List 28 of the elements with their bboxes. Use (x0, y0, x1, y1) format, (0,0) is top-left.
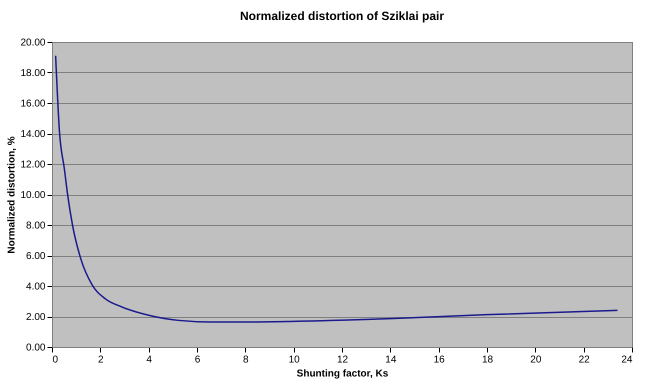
x-tick-label: 14 (385, 354, 397, 366)
y-tick-label: 14.00 (20, 129, 46, 140)
y-tick-label: 8.00 (26, 220, 46, 232)
x-tick-label: 24 (621, 354, 633, 366)
y-tick-label: 4.00 (26, 282, 46, 292)
x-tick-label: 0 (52, 354, 58, 366)
x-tick-label: 10 (288, 354, 300, 366)
y-axis-title: Normalized distortion, % (6, 136, 18, 254)
x-tick-label: 18 (482, 354, 494, 366)
y-tick-label: 18.00 (20, 68, 46, 79)
x-axis-title: Shunting factor, Ks (296, 368, 389, 380)
y-tick-label: 16.00 (20, 98, 46, 110)
y-tick-label: 10.00 (20, 190, 46, 201)
y-tick-label: 6.00 (26, 251, 46, 262)
x-tick-label: 22 (578, 354, 590, 366)
y-tick-label: 0.00 (26, 342, 46, 354)
x-tick-label: 2 (98, 354, 104, 366)
x-tick-label: 6 (194, 354, 201, 366)
y-tick-label: 2.00 (26, 312, 46, 323)
line-series (54, 54, 618, 323)
y-tick-label: 20.00 (20, 38, 46, 48)
chart-title: Normalized distortion of Sziklai pair (240, 9, 444, 23)
x-tick-label: 16 (434, 354, 446, 366)
x-tick-label: 4 (146, 354, 152, 366)
y-tick-label: 12.00 (20, 160, 46, 170)
x-tick-label: 20 (530, 354, 542, 366)
x-tick-label: 8 (243, 354, 250, 366)
x-tick-label: 12 (336, 354, 348, 366)
